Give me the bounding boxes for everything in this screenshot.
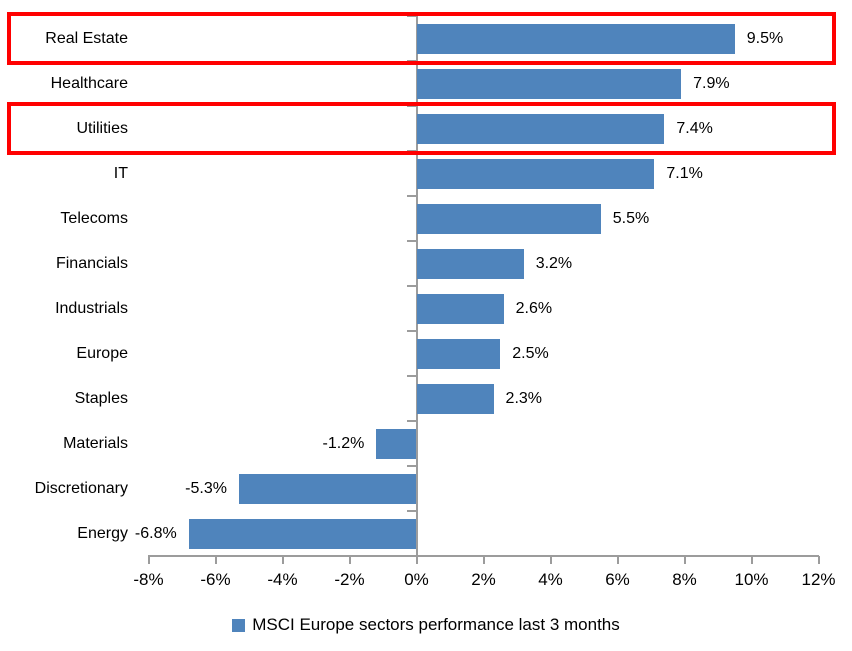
bar-value-label: -1.2% [322,434,365,452]
bar-value-label: 5.5% [612,209,650,227]
category-label: Real Estate [45,29,128,47]
x-axis-tick [616,556,619,564]
x-axis-tick-label: 2% [471,570,496,589]
bar [416,338,501,369]
y-axis-tick [406,105,417,107]
x-axis-tick-label: 10% [734,570,769,589]
bar-value-label: 7.4% [676,119,713,137]
bar-value-label: 7.1% [666,164,703,182]
y-axis-tick [406,375,417,377]
bar-value-label: 2.3% [505,389,543,407]
category-label: Telecoms [60,209,128,227]
x-axis-tick [750,556,753,564]
x-axis-tick [214,556,217,564]
x-axis-tick-label: -4% [267,570,298,589]
bar-value-label: 7.9% [693,74,730,92]
bar [238,473,417,504]
x-axis-tick [817,556,820,564]
category-label: Materials [63,434,128,452]
category-label: Europe [76,344,128,362]
x-axis-tick [281,556,284,564]
x-axis-tick [683,556,686,564]
legend-square-icon [232,618,246,632]
y-axis-tick [406,240,417,242]
category-label: Healthcare [50,74,128,92]
x-axis-tick-label: 12% [801,570,836,589]
y-axis-line [415,16,418,563]
highlight-rectangle [7,12,836,65]
bar [376,428,417,459]
bar-value-label: 9.5% [746,29,784,47]
x-axis-tick [549,556,552,564]
y-axis-tick [406,195,417,197]
y-axis-tick [406,420,417,422]
category-label: Utilities [76,119,128,137]
category-label: Energy [77,524,128,542]
category-label: IT [113,164,128,182]
chart-legend: MSCI Europe sectors performance last 3 m… [0,612,852,638]
x-axis-tick-label: -6% [200,570,231,589]
category-label: Financials [55,254,128,272]
bar [416,293,504,324]
y-axis-tick [406,330,417,332]
category-label: Industrials [55,299,128,317]
x-axis-tick-label: 4% [538,570,563,589]
x-axis-tick [415,556,418,564]
y-axis-tick [406,465,417,467]
category-label: Staples [74,389,128,407]
x-axis-tick-label: -2% [334,570,365,589]
category-label: Discretionary [34,479,128,497]
x-axis-tick [348,556,351,564]
bar-value-label: 3.2% [535,254,573,272]
bar-value-label: -5.3% [185,479,227,497]
bar [416,68,682,99]
bar-value-label: -6.8% [134,524,177,542]
highlight-rectangle [7,102,836,155]
x-axis-tick-label: 0% [404,570,429,589]
x-axis-tick [147,556,150,564]
y-axis-tick [406,285,417,287]
bar [416,383,494,414]
legend-label: MSCI Europe sectors performance last 3 m… [252,615,620,634]
bar [416,113,665,144]
bar-value-label: 2.5% [512,344,549,362]
bar [416,203,601,234]
x-axis-tick-label: -8% [133,570,164,589]
bar [188,518,417,549]
bar [416,158,655,189]
x-axis-tick [482,556,485,564]
bar-value-label: 2.6% [515,299,553,317]
bar [416,248,524,279]
x-axis-tick-label: 8% [672,570,697,589]
y-axis-tick [406,510,417,512]
bar [416,23,735,54]
x-axis-tick-label: 6% [605,570,630,589]
y-axis-tick [406,15,417,17]
